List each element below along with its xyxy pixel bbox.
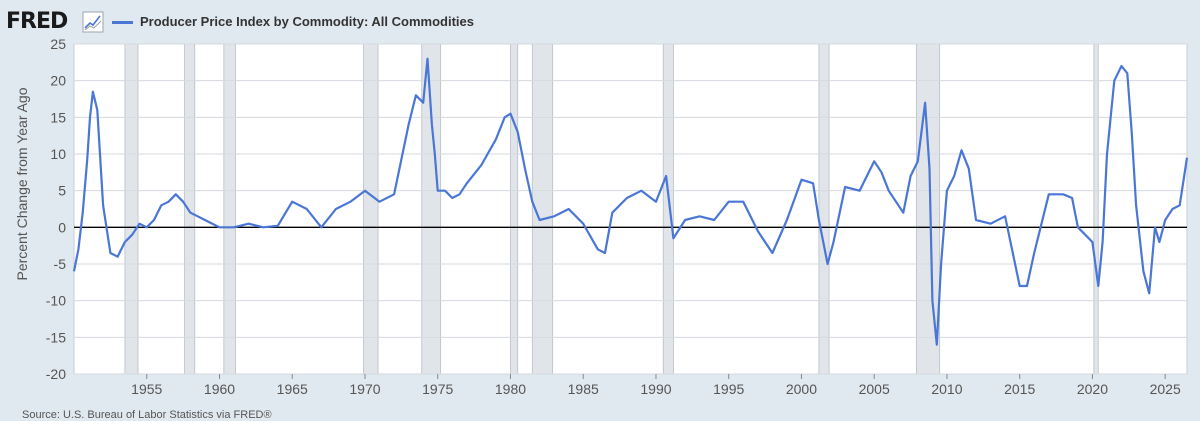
x-tick-label: 1970: [349, 381, 380, 397]
y-tick-label: -15: [46, 329, 66, 345]
recession-band: [915, 43, 941, 375]
x-tick-label: 1980: [495, 381, 526, 397]
x-tick-label: 2010: [931, 381, 962, 397]
legend-line-swatch: [112, 21, 133, 24]
recession-band: [818, 43, 830, 375]
recession-band: [510, 43, 519, 375]
source-note: Source: U.S. Bureau of Labor Statistics …: [22, 409, 272, 421]
chart-header: FRED Producer Price Index by Commodity: …: [0, 0, 1200, 44]
x-tick-label: 2020: [1077, 381, 1108, 397]
y-tick-label: -20: [46, 366, 66, 382]
x-tick-label: 1955: [131, 381, 162, 397]
x-tick-label: 2025: [1150, 381, 1181, 397]
recession-band: [124, 43, 139, 375]
recession-band: [184, 43, 196, 375]
x-tick-label: 1960: [204, 381, 235, 397]
recession-band: [223, 43, 236, 375]
y-tick-label: -10: [46, 293, 66, 309]
y-tick-label: 15: [50, 109, 66, 125]
y-tick-label: -5: [54, 256, 67, 272]
x-tick-label: 1995: [713, 381, 744, 397]
x-tick-label: 2000: [786, 381, 817, 397]
fred-logo[interactable]: FRED: [6, 9, 68, 34]
plot-background: [73, 43, 1188, 375]
y-tick-label: 20: [50, 73, 66, 89]
x-tick-label: 1985: [568, 381, 599, 397]
x-tick-label: 2005: [859, 381, 890, 397]
x-tick-label: 2015: [1004, 381, 1035, 397]
series-line[interactable]: [72, 57, 1189, 346]
legend-series-label[interactable]: Producer Price Index by Commodity: All C…: [140, 14, 474, 29]
recession-band: [363, 43, 379, 375]
y-tick-label: 25: [50, 36, 66, 52]
y-tick-label: 10: [50, 146, 66, 162]
y-tick-label: 0: [58, 219, 66, 235]
recession-band: [1093, 43, 1099, 375]
line-chart-icon: [82, 11, 104, 33]
x-tick-label: 1990: [640, 381, 671, 397]
x-tick-label: 1975: [422, 381, 453, 397]
y-tick-label: 5: [58, 183, 66, 199]
x-tick-label: 1965: [277, 381, 308, 397]
recession-band: [662, 43, 674, 375]
